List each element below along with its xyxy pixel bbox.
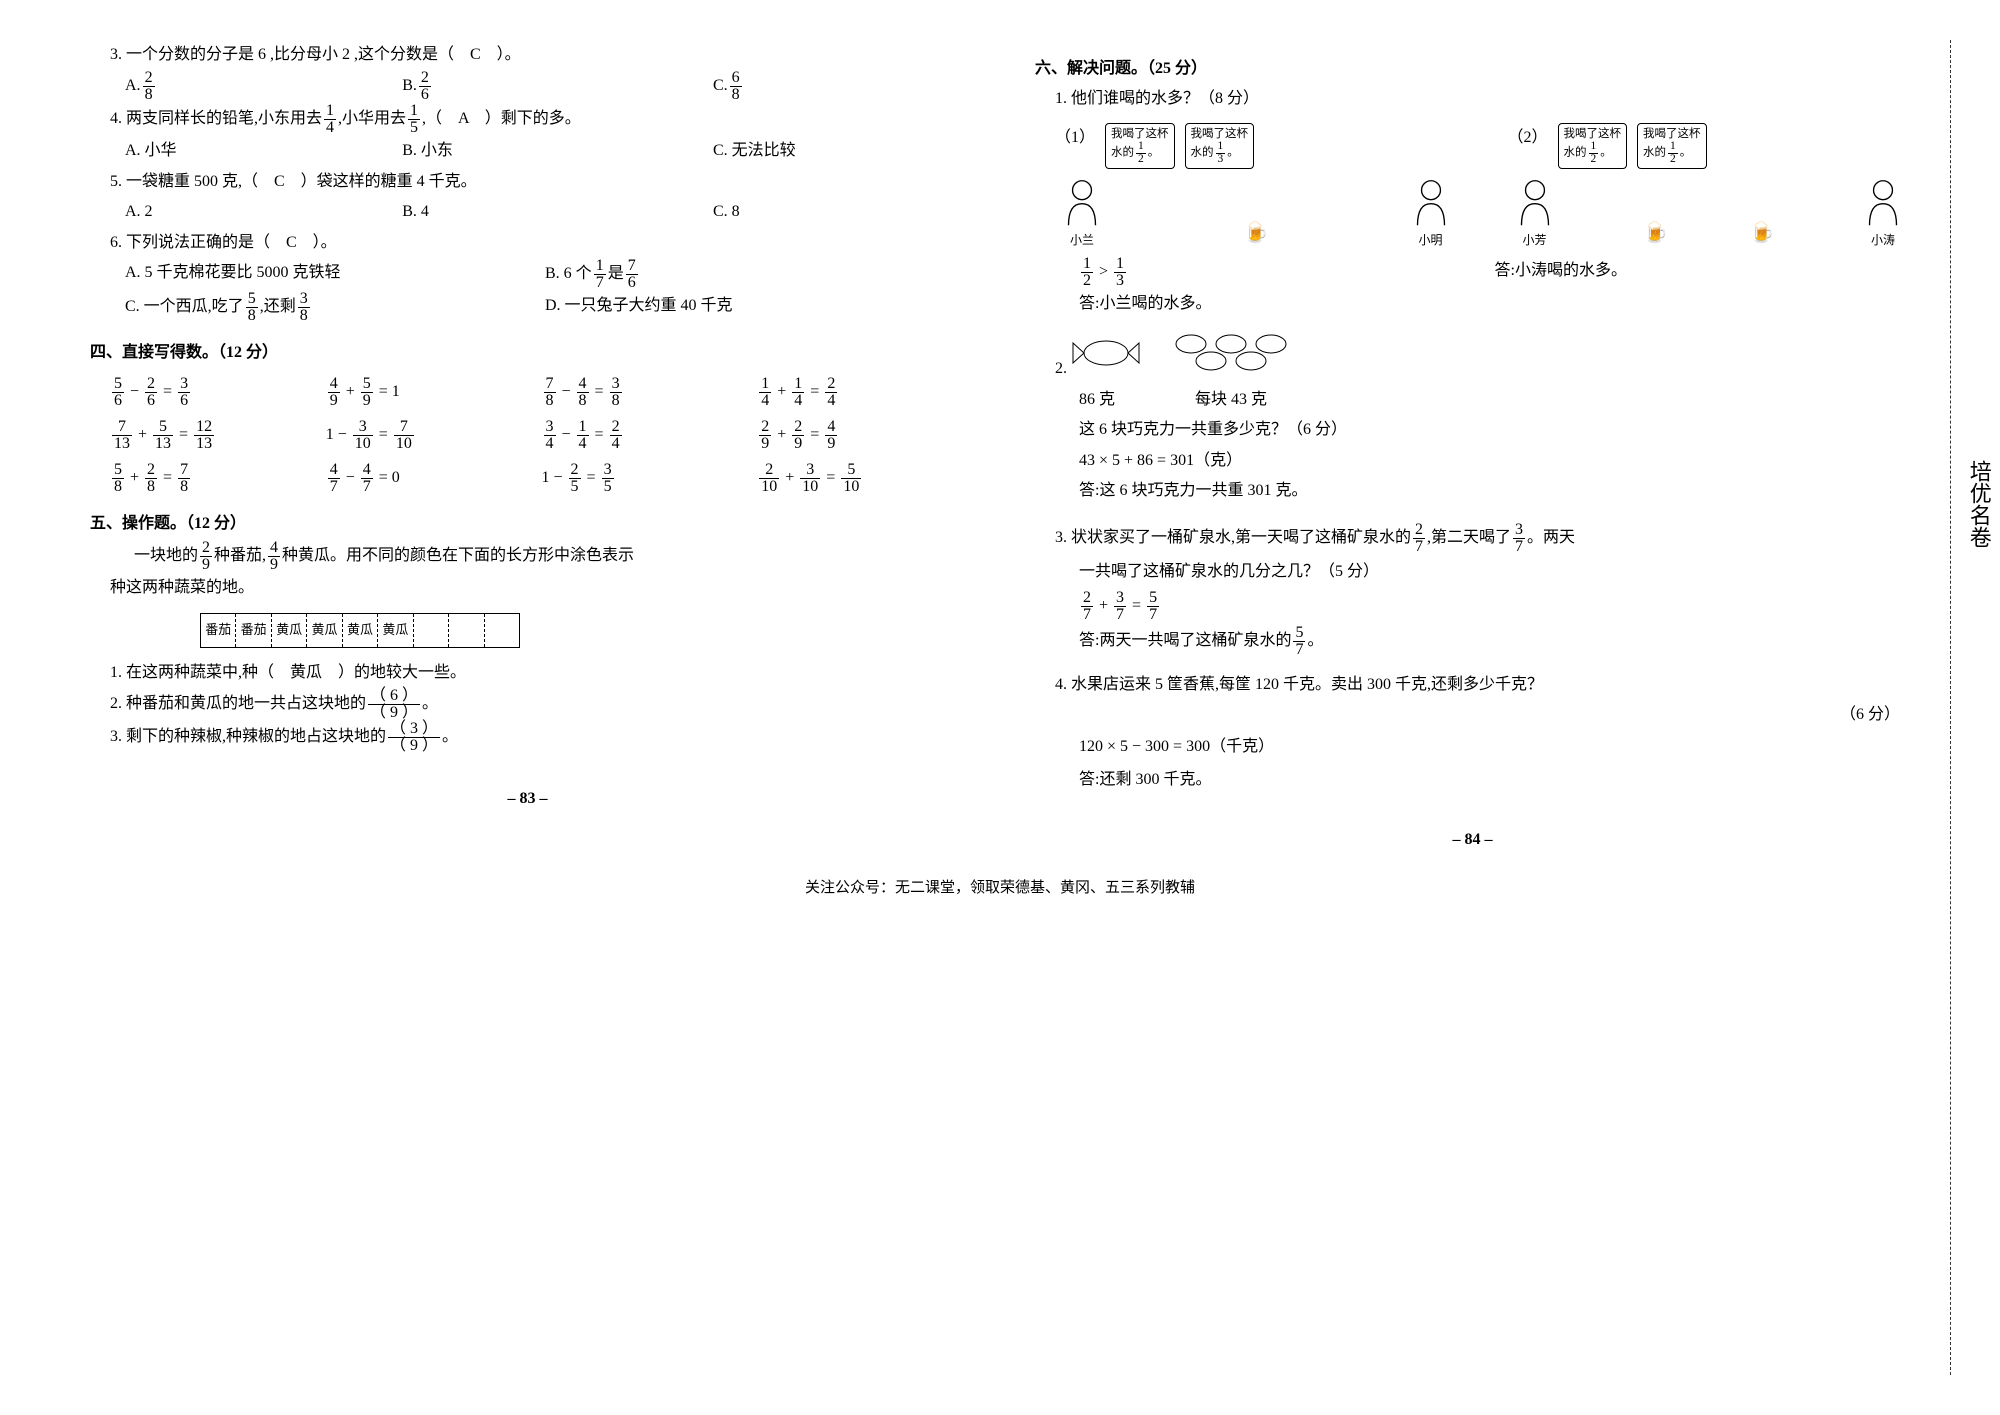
- side-margin: 培优名卷: [1946, 40, 1992, 1375]
- page-84: 六、解决问题。（25 分） 1. 他们谁喝的水多？（8 分） （1） 我喝了这杯…: [1035, 40, 1910, 856]
- calc-item: 58 + 28 = 78: [110, 462, 308, 495]
- calc-item: 34 − 14 = 24: [542, 419, 740, 452]
- bubble-3: 我喝了这杯水的12。: [1558, 123, 1628, 169]
- q5-options: A. 2 B. 4 C. 8: [125, 197, 965, 227]
- kid-icon: [1055, 173, 1109, 229]
- s5-intro-2: 种这两种蔬菜的地。: [110, 573, 965, 603]
- calc-item: 47 − 47 = 0: [326, 462, 524, 495]
- page-num-84: – 84 –: [1035, 825, 1910, 855]
- calc-item: 1 − 25 = 35: [542, 462, 740, 495]
- calc-item: 49 + 59 = 1: [326, 376, 524, 409]
- calc-item: 210 + 310 = 510: [757, 462, 955, 495]
- q3-text: 3. 一个分数的分子是 6 ,比分母小 2 ,这个分数是（ C ）。: [110, 46, 521, 63]
- calc-item: 14 + 14 = 24: [757, 376, 955, 409]
- candy-icon: [1071, 333, 1141, 373]
- calc-grid: 56 − 26 = 36 49 + 59 = 1 78 − 48 = 38 14 + …: [110, 376, 955, 495]
- kid-icon: [1404, 173, 1458, 229]
- calc-item: 713 + 513 = 1213: [110, 419, 308, 452]
- mug-icon: 🍺: [1244, 214, 1269, 252]
- q5-3: 3. 剩下的种辣椒,种辣椒的地占这块地的（ 3 ）（ 9 ）。: [110, 721, 965, 754]
- r-q4: 4. 水果店运来 5 筐香蕉,每筐 120 千克。卖出 300 千克,还剩多少千…: [1055, 670, 1910, 700]
- q5: 5. 一袋糖重 500 克,（ C ）袋这样的糖重 4 千克。: [110, 167, 965, 197]
- candy-group-icon: [1161, 329, 1351, 373]
- q4: 4. 两支同样长的铅笔,小东用去14,小华用去15,（ A ）剩下的多。: [110, 103, 965, 136]
- section-4: 四、直接写得数。（12 分）: [90, 338, 965, 368]
- kid-icon: [1856, 173, 1910, 229]
- veg-cell: [449, 614, 484, 647]
- kid-icon: [1508, 173, 1562, 229]
- veg-cell: [485, 614, 519, 647]
- q1-answers: 12 > 13 答:小涛喝的水多。: [1035, 256, 1910, 289]
- q3-calc: 27 + 37 = 57: [1079, 590, 1910, 623]
- page-83: 3. 一个分数的分子是 6 ,比分母小 2 ,这个分数是（ C ）。 A.28 …: [90, 40, 965, 856]
- r-q2: 2.: [1055, 329, 1910, 384]
- calc-item: 56 − 26 = 36: [110, 376, 308, 409]
- veg-cell: 黄瓜: [378, 614, 413, 647]
- q1-pair-1: （1） 我喝了这杯水的12。 我喝了这杯水的13。 小兰 🍺 小明: [1055, 123, 1458, 252]
- q5-1: 1. 在这两种蔬菜中,种（ 黄瓜 ）的地较大一些。: [110, 658, 965, 688]
- bubble-4: 我喝了这杯水的12。: [1637, 123, 1707, 169]
- s5-intro: 一块地的29种番茄,49种黄瓜。用不同的颜色在下面的长方形中涂色表示: [134, 540, 965, 573]
- q1-figure: （1） 我喝了这杯水的12。 我喝了这杯水的13。 小兰 🍺 小明 （2） 我喝…: [1055, 123, 1910, 252]
- q5-2: 2. 种番茄和黄瓜的地一共占这块地的（ 6 ）（ 9 ）。: [110, 688, 965, 721]
- fold-line: [1950, 40, 1951, 1375]
- veg-cell: 黄瓜: [272, 614, 307, 647]
- calc-item: 1 − 310 = 710: [326, 419, 524, 452]
- bubble-2: 我喝了这杯水的13。: [1185, 123, 1255, 169]
- r-q1: 1. 他们谁喝的水多？（8 分）: [1055, 84, 1910, 114]
- footer: 关注公众号：无二课堂，领取荣德基、黄冈、五三系列教辅: [90, 874, 1910, 903]
- q6: 6. 下列说法正确的是（ C ）。: [110, 228, 965, 258]
- calc-item: 78 − 48 = 38: [542, 376, 740, 409]
- mug-icon: 🍺: [1643, 214, 1668, 252]
- veg-cell: 黄瓜: [343, 614, 378, 647]
- q1-ans1: 答:小兰喝的水多。: [1079, 289, 1910, 319]
- q6-opts-ab: A. 5 千克棉花要比 5000 克铁轻 B. 6 个17是76: [125, 258, 965, 291]
- q3: 3. 一个分数的分子是 6 ,比分母小 2 ,这个分数是（ C ）。: [110, 40, 965, 70]
- veg-cell: 番茄: [236, 614, 271, 647]
- section-6: 六、解决问题。（25 分）: [1035, 54, 1910, 84]
- q4-options: A. 小华 B. 小东 C. 无法比较: [125, 136, 965, 166]
- mug-icon: 🍺: [1750, 214, 1775, 252]
- q6-opts-cd: C. 一个西瓜,吃了58,还剩38 D. 一只兔子大约重 40 千克: [125, 291, 965, 324]
- q1-pair-2: （2） 我喝了这杯水的12。 我喝了这杯水的12。 小芳 🍺 🍺 小涛: [1508, 123, 1911, 252]
- r-q3: 3. 状状家买了一桶矿泉水,第一天喝了这桶矿泉水的27,第二天喝了37。两天: [1055, 522, 1910, 555]
- veg-cell: 黄瓜: [307, 614, 342, 647]
- veg-cell: [414, 614, 449, 647]
- calc-item: 29 + 29 = 49: [757, 419, 955, 452]
- veg-cell: 番茄: [201, 614, 236, 647]
- bubble-1: 我喝了这杯水的12。: [1105, 123, 1175, 169]
- side-title: 培优名卷: [1958, 460, 2000, 548]
- page-num-83: – 83 –: [90, 784, 965, 814]
- q3-options: A.28 B.26 C.68: [125, 70, 965, 103]
- section-5: 五、操作题。（12 分）: [90, 509, 965, 539]
- veg-table: 番茄番茄黄瓜黄瓜黄瓜黄瓜: [200, 613, 520, 648]
- q3-ans: 答:两天一共喝了这桶矿泉水的57。: [1079, 625, 1910, 658]
